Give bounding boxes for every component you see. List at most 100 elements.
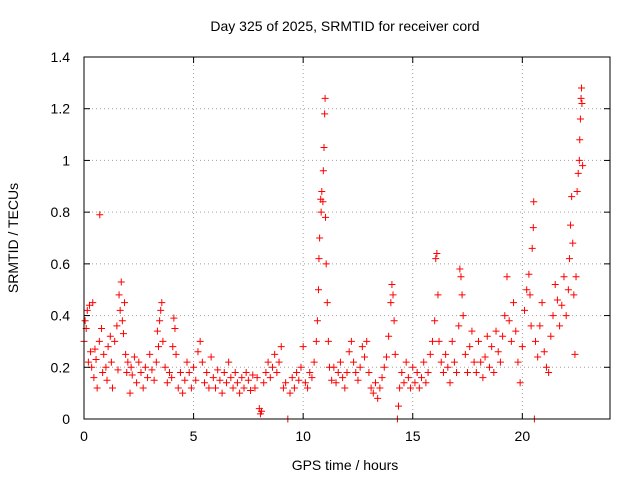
x-axis-label: GPS time / hours: [292, 457, 399, 473]
data-point: [271, 350, 279, 358]
y-tick-label: 0.4: [51, 308, 71, 324]
data-point: [130, 353, 138, 361]
data-point: [310, 358, 318, 366]
data-point: [361, 353, 369, 361]
data-point: [123, 368, 131, 376]
data-point: [336, 358, 344, 366]
data-point: [247, 387, 255, 395]
data-point: [332, 379, 340, 387]
data-point: [374, 394, 382, 402]
data-point: [488, 343, 496, 351]
data-point: [187, 384, 195, 392]
data-point: [103, 376, 111, 384]
data-point: [572, 273, 580, 281]
data-point: [207, 353, 215, 361]
data-point: [494, 348, 502, 356]
data-point: [389, 291, 397, 299]
data-point: [279, 384, 287, 392]
data-point: [92, 356, 100, 364]
data-point: [196, 337, 204, 345]
data-point: [521, 306, 529, 314]
data-point: [507, 337, 515, 345]
data-point: [547, 332, 555, 340]
data-point: [560, 273, 568, 281]
data-point: [556, 322, 564, 330]
data-point: [320, 144, 328, 151]
grid-layer: [84, 57, 610, 419]
data-point: [139, 384, 147, 392]
data-point: [95, 337, 103, 345]
data-point: [319, 198, 327, 206]
data-point: [450, 358, 458, 366]
data-point: [315, 255, 323, 263]
data-point: [579, 162, 587, 170]
data-point: [99, 368, 107, 376]
data-point: [551, 281, 559, 289]
data-point: [510, 299, 518, 307]
data-point: [352, 368, 360, 376]
data-point: [481, 353, 489, 361]
x-tick-label: 0: [80, 428, 88, 444]
data-point: [306, 368, 314, 376]
data-point: [168, 374, 176, 382]
data-point: [253, 374, 261, 382]
data-point: [102, 363, 110, 371]
data-point: [433, 250, 441, 258]
data-point: [209, 374, 217, 382]
data-point: [479, 374, 487, 382]
data-point: [512, 327, 520, 335]
data-point: [295, 376, 303, 384]
data-point: [192, 376, 200, 384]
data-point: [81, 317, 89, 325]
data-point: [464, 368, 472, 376]
data-point: [159, 337, 167, 345]
data-point: [396, 384, 404, 392]
data-point: [402, 358, 410, 366]
data-point: [264, 358, 272, 366]
data-point: [442, 350, 450, 358]
data-point: [119, 330, 127, 338]
data-point: [576, 136, 584, 144]
data-point: [400, 379, 408, 387]
data-point: [569, 239, 577, 247]
data-point: [98, 325, 106, 332]
data-point: [93, 384, 101, 392]
data-point: [137, 368, 145, 376]
data-point: [422, 379, 430, 387]
data-point: [273, 368, 281, 376]
data-point: [409, 363, 417, 371]
data-point: [457, 273, 465, 281]
data-point: [369, 389, 377, 397]
data-point: [216, 376, 224, 384]
x-tick-label: 20: [515, 428, 531, 444]
data-point: [90, 374, 98, 382]
data-point: [127, 363, 135, 371]
data-point: [378, 374, 386, 382]
data-point: [321, 94, 329, 102]
data-point: [529, 224, 537, 232]
data-point: [553, 296, 561, 304]
data-point: [514, 358, 522, 366]
data-point: [380, 363, 388, 371]
y-axis-label: SRMTID / TECUs: [5, 183, 21, 293]
data-point: [84, 358, 92, 366]
data-point: [459, 312, 467, 320]
data-point: [153, 327, 161, 335]
data-point: [135, 358, 143, 366]
data-point: [176, 368, 184, 376]
data-point: [578, 100, 586, 108]
data-point: [376, 384, 384, 392]
data-point: [339, 374, 347, 382]
data-point: [439, 368, 447, 376]
chart-title: Day 325 of 2025, SRMTID for receiver cor…: [210, 18, 479, 34]
data-point: [100, 350, 108, 358]
data-point: [573, 187, 581, 195]
data-point: [227, 374, 235, 382]
data-point: [475, 337, 482, 345]
data-point: [242, 368, 250, 376]
data-point: [534, 353, 542, 361]
data-point: [266, 374, 274, 382]
data-point: [434, 291, 442, 299]
data-point: [395, 402, 403, 410]
data-point: [297, 363, 305, 371]
